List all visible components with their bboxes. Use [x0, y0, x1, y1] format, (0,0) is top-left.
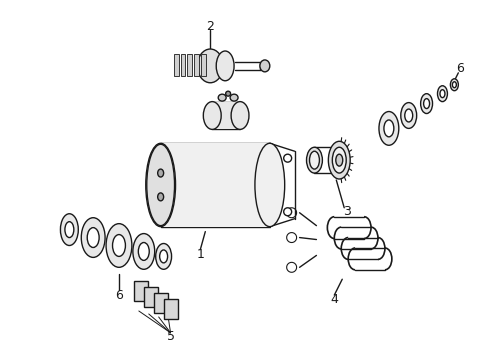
Text: 6: 6	[456, 62, 464, 75]
Ellipse shape	[230, 94, 238, 101]
Text: 1: 1	[196, 248, 204, 261]
Ellipse shape	[424, 99, 430, 109]
Ellipse shape	[401, 103, 416, 129]
Ellipse shape	[65, 222, 74, 238]
Ellipse shape	[147, 144, 174, 226]
Ellipse shape	[197, 49, 223, 83]
Ellipse shape	[60, 214, 78, 246]
Bar	[188, 54, 193, 76]
Bar	[164, 299, 177, 319]
Ellipse shape	[336, 154, 343, 166]
Ellipse shape	[255, 143, 285, 227]
Ellipse shape	[438, 86, 447, 102]
Ellipse shape	[405, 109, 413, 122]
Bar	[180, 54, 185, 76]
Ellipse shape	[158, 169, 164, 177]
Bar	[144, 287, 158, 307]
Text: 3: 3	[343, 205, 351, 218]
Bar	[212, 102, 240, 129]
Text: 6: 6	[115, 289, 123, 302]
Ellipse shape	[113, 235, 125, 256]
Ellipse shape	[158, 193, 164, 201]
Ellipse shape	[420, 94, 433, 113]
Ellipse shape	[81, 218, 105, 257]
Bar	[161, 143, 270, 227]
Ellipse shape	[379, 112, 399, 145]
Text: 4: 4	[330, 293, 338, 306]
Ellipse shape	[284, 208, 292, 216]
Ellipse shape	[231, 102, 249, 129]
Ellipse shape	[332, 147, 346, 173]
Ellipse shape	[218, 94, 226, 101]
Ellipse shape	[106, 224, 132, 267]
Ellipse shape	[160, 250, 168, 263]
Ellipse shape	[133, 234, 155, 269]
Bar	[195, 54, 199, 76]
Bar	[134, 281, 148, 301]
Ellipse shape	[384, 120, 394, 137]
Ellipse shape	[203, 102, 221, 129]
Ellipse shape	[307, 147, 322, 173]
Ellipse shape	[284, 154, 292, 162]
Bar	[201, 54, 206, 76]
Ellipse shape	[146, 143, 175, 227]
Ellipse shape	[138, 243, 149, 260]
Ellipse shape	[310, 151, 319, 169]
Text: 5: 5	[167, 330, 174, 343]
Ellipse shape	[452, 82, 456, 88]
Ellipse shape	[260, 60, 270, 72]
Text: 2: 2	[206, 20, 214, 33]
Ellipse shape	[440, 90, 445, 98]
Ellipse shape	[87, 228, 99, 247]
Ellipse shape	[156, 243, 171, 269]
Ellipse shape	[226, 91, 231, 96]
Bar	[154, 293, 168, 313]
Bar	[173, 54, 178, 76]
Ellipse shape	[216, 51, 234, 81]
Ellipse shape	[450, 79, 458, 91]
Ellipse shape	[328, 141, 350, 179]
